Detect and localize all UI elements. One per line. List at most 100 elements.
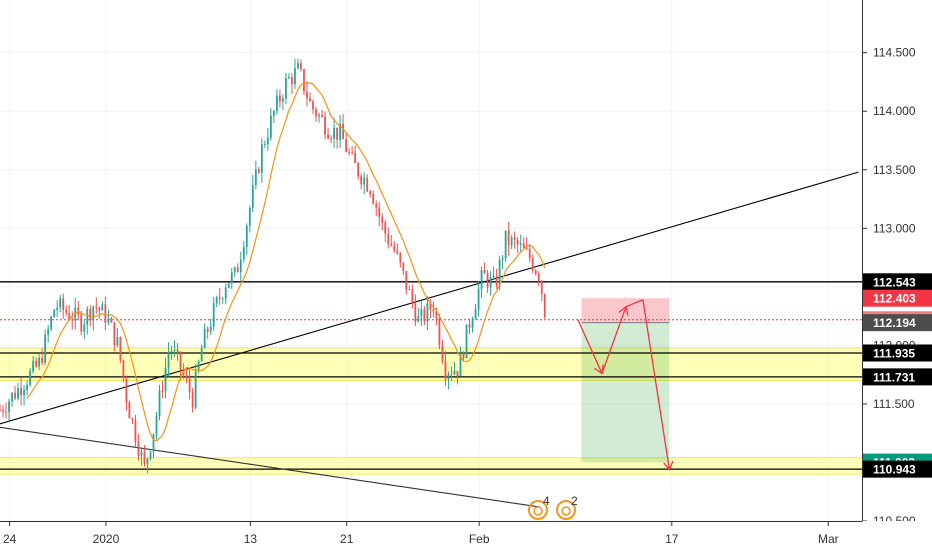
candle-body (369, 191, 372, 195)
price-badge-label: 112.403 (873, 292, 916, 306)
candle-body (438, 318, 441, 346)
candle-body (116, 336, 119, 346)
candle-body (62, 298, 65, 310)
candle-body (107, 318, 110, 323)
candle-body (459, 353, 462, 377)
candle-body (471, 319, 474, 328)
candle-body (47, 329, 50, 335)
event-count-label: 4 (543, 494, 550, 508)
trendline[interactable] (0, 426, 540, 508)
candle-body (528, 248, 531, 259)
candle-body (194, 371, 197, 408)
candle-body (161, 390, 164, 392)
candle-body (164, 367, 167, 392)
fire-icon[interactable] (556, 500, 576, 520)
projection-arrows (577, 299, 669, 470)
candle-body (209, 326, 212, 332)
price-badge: 112.543 (863, 273, 932, 291)
candle-body (92, 306, 95, 321)
time-tick-label: Feb (469, 532, 490, 546)
candle-body (453, 370, 456, 375)
candle-body (212, 303, 215, 327)
price-badge-background (863, 368, 932, 386)
candle-body (339, 123, 342, 140)
candle-body (507, 230, 510, 246)
candle-body (411, 289, 414, 303)
candle-body (200, 348, 203, 362)
candle-body (360, 176, 363, 185)
candle-body (131, 418, 134, 420)
candle-body (516, 240, 519, 245)
candle-body (26, 384, 28, 390)
candle-body (176, 349, 179, 352)
support-zone (0, 457, 862, 475)
price-badge-label: 112.194 (873, 316, 916, 330)
candle-body (101, 304, 104, 311)
candle-body (248, 207, 251, 226)
time-tick-label: 24 (3, 532, 17, 546)
candle-body (288, 77, 290, 79)
candle-body (251, 185, 254, 208)
fire-icon[interactable] (528, 500, 548, 520)
candle-body (405, 270, 408, 290)
candle-body (104, 304, 107, 323)
price-badge-label: 111.935 (873, 346, 915, 360)
candle-body (272, 111, 275, 116)
candle-body (44, 334, 47, 363)
stop-loss-area[interactable] (581, 298, 670, 323)
take-profit-area[interactable] (581, 322, 670, 463)
fire-icon-core (561, 506, 571, 516)
candle-body (543, 294, 546, 318)
short-position-tool[interactable] (581, 298, 670, 463)
candle-body (125, 378, 128, 403)
price-badge-background (863, 289, 932, 307)
candle-body (11, 392, 13, 402)
candle-body (260, 144, 263, 173)
candle-body (173, 349, 176, 352)
candle-body (366, 178, 369, 192)
candle-body (393, 245, 396, 251)
time-tick-label: Mar (818, 532, 839, 546)
candle-body (68, 312, 71, 320)
candle-body (29, 371, 32, 385)
price-tick-label: 114.500 (873, 46, 916, 60)
candle-body (170, 351, 173, 353)
candle-body (152, 434, 155, 452)
candle-body (8, 401, 10, 412)
candle-body (134, 419, 137, 443)
trendlines[interactable] (0, 171, 859, 508)
price-badge-label: 112.543 (873, 275, 916, 289)
candle-body (119, 336, 122, 361)
candle-body (540, 281, 543, 295)
price-badge: 112.403 (863, 289, 932, 307)
candle-body (522, 243, 525, 248)
candle-body (206, 328, 209, 332)
candle-body (269, 115, 272, 138)
candle-body (140, 451, 143, 456)
price-badge: 112.194 (863, 314, 932, 332)
candle-body (14, 392, 16, 399)
time-axis[interactable]: 24 2020 13 21 Feb 17 Mar (0, 521, 932, 550)
candle-body (35, 360, 38, 367)
horizontal-levels (0, 281, 862, 470)
trendline[interactable] (0, 171, 859, 425)
candle-body (146, 458, 149, 464)
candle-body (59, 298, 62, 308)
candle-body (483, 269, 486, 274)
candle-body (20, 388, 22, 396)
candle-body (263, 144, 266, 146)
candle-body (372, 194, 375, 204)
candle-body (501, 258, 504, 260)
candle-body (230, 272, 233, 284)
candle-body (53, 309, 56, 317)
candle-body (41, 357, 44, 363)
candle-body (414, 302, 417, 322)
candle-body (38, 357, 41, 367)
candle-body (429, 303, 432, 310)
candle-body (17, 388, 19, 399)
candle-body (167, 352, 170, 368)
candle-body (266, 137, 269, 145)
